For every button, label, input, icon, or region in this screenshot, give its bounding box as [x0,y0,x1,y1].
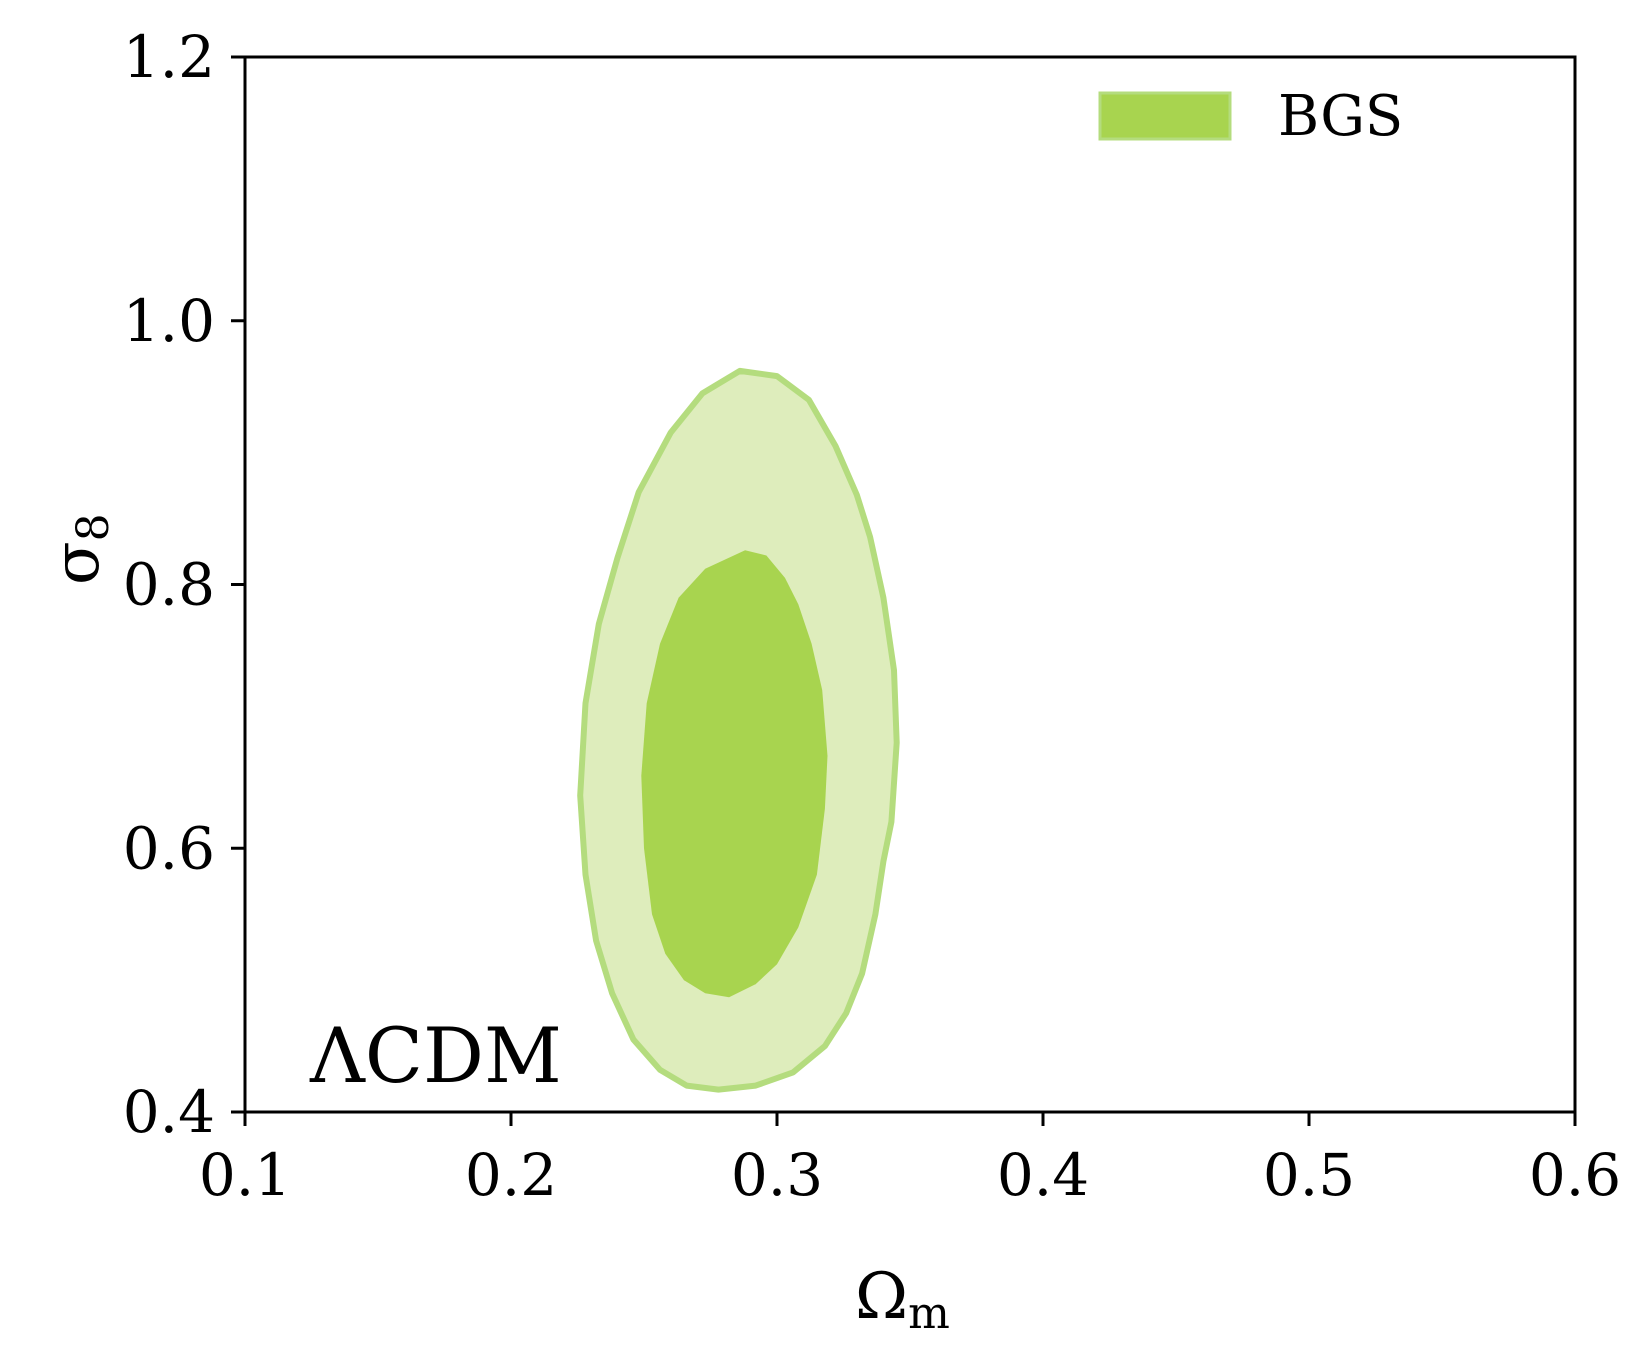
legend-swatch-bgs [1098,91,1232,141]
legend-label-bgs: BGS [1278,84,1403,149]
legend: BGS [1098,84,1403,149]
y-tick-label: 1.2 [123,23,215,91]
y-axis-label: σ8 [40,513,119,585]
x-tick-label: 0.5 [1263,1141,1355,1209]
y-tick-label: 0.4 [123,1078,215,1146]
x-tick-label: 0.2 [465,1141,557,1209]
y-tick-label: 0.6 [123,814,215,882]
y-axis: 0.4 0.6 0.8 1.0 1.2 [123,23,245,1146]
x-tick-label: 0.3 [731,1141,823,1209]
x-tick-label: 0.1 [199,1141,291,1209]
y-tick-label: 0.8 [123,551,215,619]
plot-frame [243,55,1577,1114]
x-axis-label: Ωm [855,1260,950,1339]
x-axis: 0.1 0.2 0.3 0.4 0.5 0.6 [199,1112,1621,1209]
y-tick-label: 1.0 [123,287,215,355]
x-tick-label: 0.4 [997,1141,1089,1209]
x-tick-label: 0.6 [1529,1141,1621,1209]
contour-layer [577,367,900,1093]
model-annotation: ΛCDM [309,1011,562,1100]
contour-inner [641,550,828,998]
